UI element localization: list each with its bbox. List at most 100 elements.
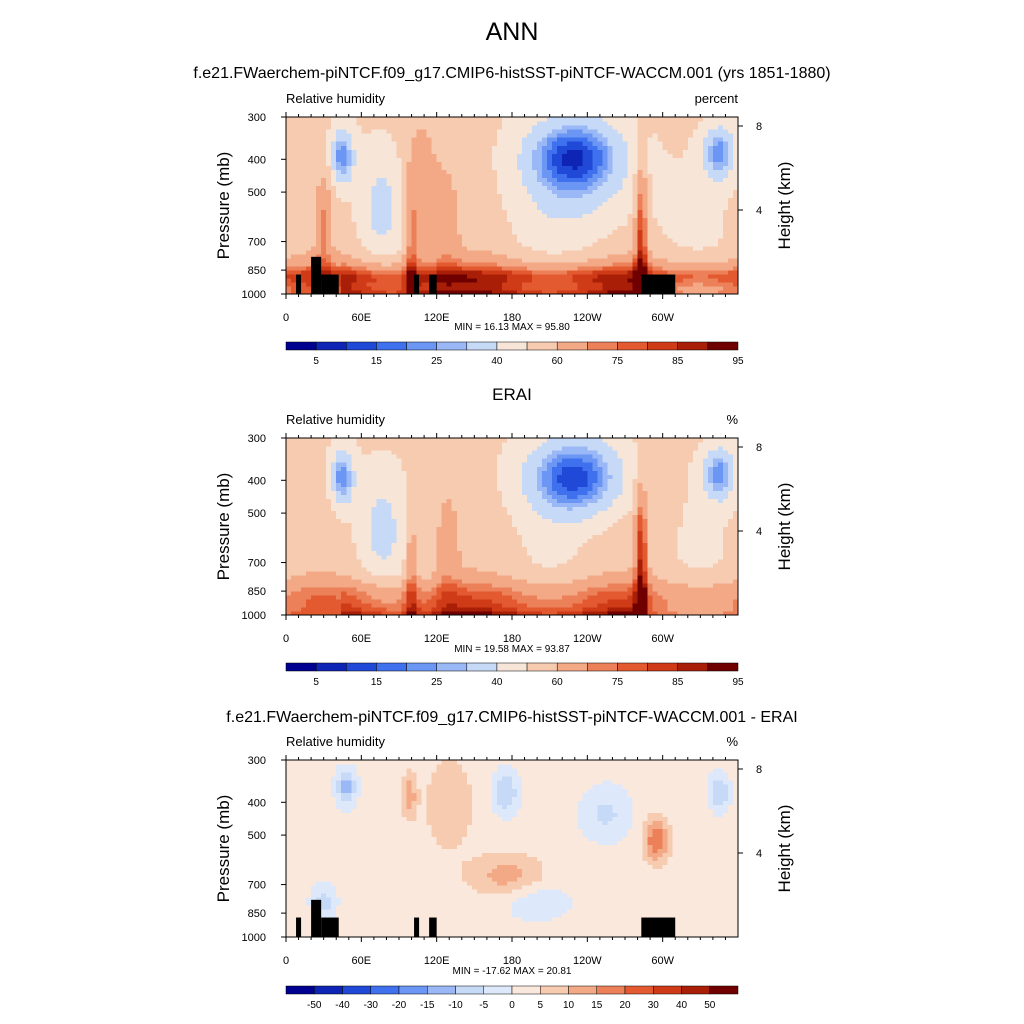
field-cell — [296, 225, 302, 231]
field-cell — [436, 225, 443, 231]
field-cell — [326, 502, 332, 507]
field-cell — [356, 277, 362, 283]
field-cell — [527, 141, 533, 146]
field-cell — [637, 165, 644, 170]
field-cell — [361, 510, 367, 516]
field-cell — [421, 193, 428, 199]
field-cell — [697, 289, 704, 295]
field-cell — [707, 153, 714, 158]
field-cell — [321, 526, 327, 532]
field-cell — [391, 265, 398, 271]
field-cell — [306, 145, 312, 150]
field-cell — [532, 245, 538, 251]
field-cell — [491, 285, 498, 291]
field-cell — [486, 121, 493, 126]
field-cell — [552, 117, 558, 122]
field-cell — [366, 602, 372, 608]
field-cell — [336, 586, 342, 592]
field-cell — [592, 189, 598, 195]
field-cell — [712, 289, 719, 295]
field-cell — [677, 141, 684, 146]
field-cell — [346, 249, 352, 255]
field-cell — [356, 209, 362, 215]
field-cell — [597, 205, 603, 211]
field-cell — [652, 121, 659, 126]
field-cell — [552, 261, 558, 267]
field-cell — [356, 149, 362, 154]
field-cell — [682, 225, 689, 231]
field-cell — [391, 225, 398, 231]
field-cell — [336, 205, 342, 211]
field-cell — [381, 474, 388, 479]
field-cell — [607, 137, 614, 142]
field-cell — [692, 221, 699, 227]
field-cell — [341, 169, 347, 174]
field-cell — [361, 173, 367, 178]
field-cell — [381, 289, 388, 295]
field-cell — [371, 530, 377, 536]
field-cell — [461, 285, 468, 291]
field-cell — [577, 117, 583, 122]
field-cell — [376, 129, 383, 134]
field-cell — [687, 225, 694, 231]
field-cell — [582, 209, 588, 215]
field-cell — [376, 474, 383, 479]
field-cell — [381, 277, 388, 283]
field-cell — [456, 197, 463, 203]
field-cell — [517, 265, 523, 271]
field-cell — [542, 261, 548, 267]
field-cell — [712, 137, 719, 142]
field-cell — [607, 277, 614, 283]
field-cell — [291, 157, 297, 162]
field-cell — [356, 129, 362, 134]
field-cell — [306, 446, 312, 451]
field-cell — [321, 189, 327, 195]
field-cell — [301, 582, 307, 588]
field-cell — [291, 237, 297, 243]
field-cell — [371, 121, 377, 126]
field-cell — [662, 233, 669, 239]
field-cell — [376, 121, 383, 126]
field-cell — [401, 145, 408, 150]
field-cell — [527, 221, 533, 227]
field-cell — [697, 149, 704, 154]
field-cell — [612, 237, 619, 243]
field-cell — [717, 177, 724, 182]
field-cell — [476, 217, 483, 223]
field-cell — [672, 117, 679, 122]
field-cell — [732, 165, 739, 170]
field-cell — [406, 157, 413, 162]
field-cell — [381, 478, 388, 483]
field-cell — [326, 157, 332, 162]
field-cell — [331, 534, 337, 540]
field-cell — [386, 598, 393, 604]
field-cell — [702, 129, 709, 134]
field-cell — [622, 165, 629, 170]
field-cell — [336, 249, 342, 255]
field-cell — [371, 482, 377, 487]
field-cell — [512, 277, 518, 283]
field-cell — [527, 193, 533, 199]
field-cell — [406, 249, 413, 255]
field-cell — [331, 538, 337, 544]
field-cell — [311, 221, 317, 227]
field-cell — [632, 233, 639, 239]
field-cell — [426, 205, 433, 211]
field-cell — [306, 502, 312, 507]
field-cell — [421, 133, 428, 138]
field-cell — [351, 177, 357, 182]
field-cell — [512, 129, 518, 134]
field-cell — [461, 157, 468, 162]
field-cell — [436, 241, 443, 247]
field-cell — [431, 161, 438, 166]
field-cell — [712, 233, 719, 239]
field-cell — [386, 157, 393, 162]
field-cell — [476, 173, 483, 178]
field-cell — [346, 121, 352, 126]
field-cell — [451, 205, 458, 211]
field-cell — [572, 145, 578, 150]
field-cell — [471, 289, 478, 295]
field-cell — [522, 197, 528, 203]
field-cell — [547, 129, 553, 134]
field-cell — [517, 161, 523, 166]
